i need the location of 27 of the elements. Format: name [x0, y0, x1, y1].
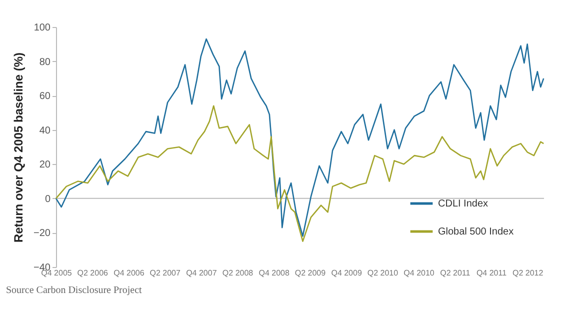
source-note: Source Carbon Disclosure Project — [6, 285, 142, 296]
y-tick-label: 40 — [39, 125, 51, 136]
x-tick-label: Q4 2007 — [186, 268, 218, 278]
x-tick-label: Q2 2007 — [150, 268, 181, 278]
x-tick-label: Q4 2006 — [114, 268, 145, 278]
y-tick-label: 60 — [39, 91, 51, 102]
x-tick-label: Q4 2011 — [476, 268, 508, 278]
legend-label: Global 500 Index — [438, 226, 514, 238]
x-tick-label: Q2 2009 — [294, 268, 326, 278]
x-tick-label: Q2 2008 — [222, 268, 254, 278]
y-tick-label: 0 — [44, 194, 51, 205]
x-tick-label: Q2 2011 — [440, 268, 471, 278]
y-tick-label: 100 — [34, 22, 51, 34]
y-tick-label: 80 — [39, 56, 51, 68]
y-axis-title: Return over Q4 2005 baseline (%) — [12, 52, 26, 243]
line-series — [55, 105, 544, 242]
x-tick-label: Q4 2008 — [258, 268, 290, 278]
y-tick-label: 20 — [39, 160, 51, 171]
legend-label: CDLI Index — [438, 198, 488, 210]
y-tick-label: −20 — [34, 228, 51, 240]
x-tick-label: Q4 2010 — [404, 268, 435, 278]
x-tick-label: Q2 2006 — [77, 268, 109, 278]
x-tick-label: Q4 2005 — [41, 268, 72, 278]
line-series — [55, 38, 544, 237]
x-tick-label: Q4 2009 — [331, 268, 362, 278]
x-tick-label: Q2 2012 — [512, 268, 544, 278]
x-tick-label: Q2 2010 — [367, 268, 399, 278]
